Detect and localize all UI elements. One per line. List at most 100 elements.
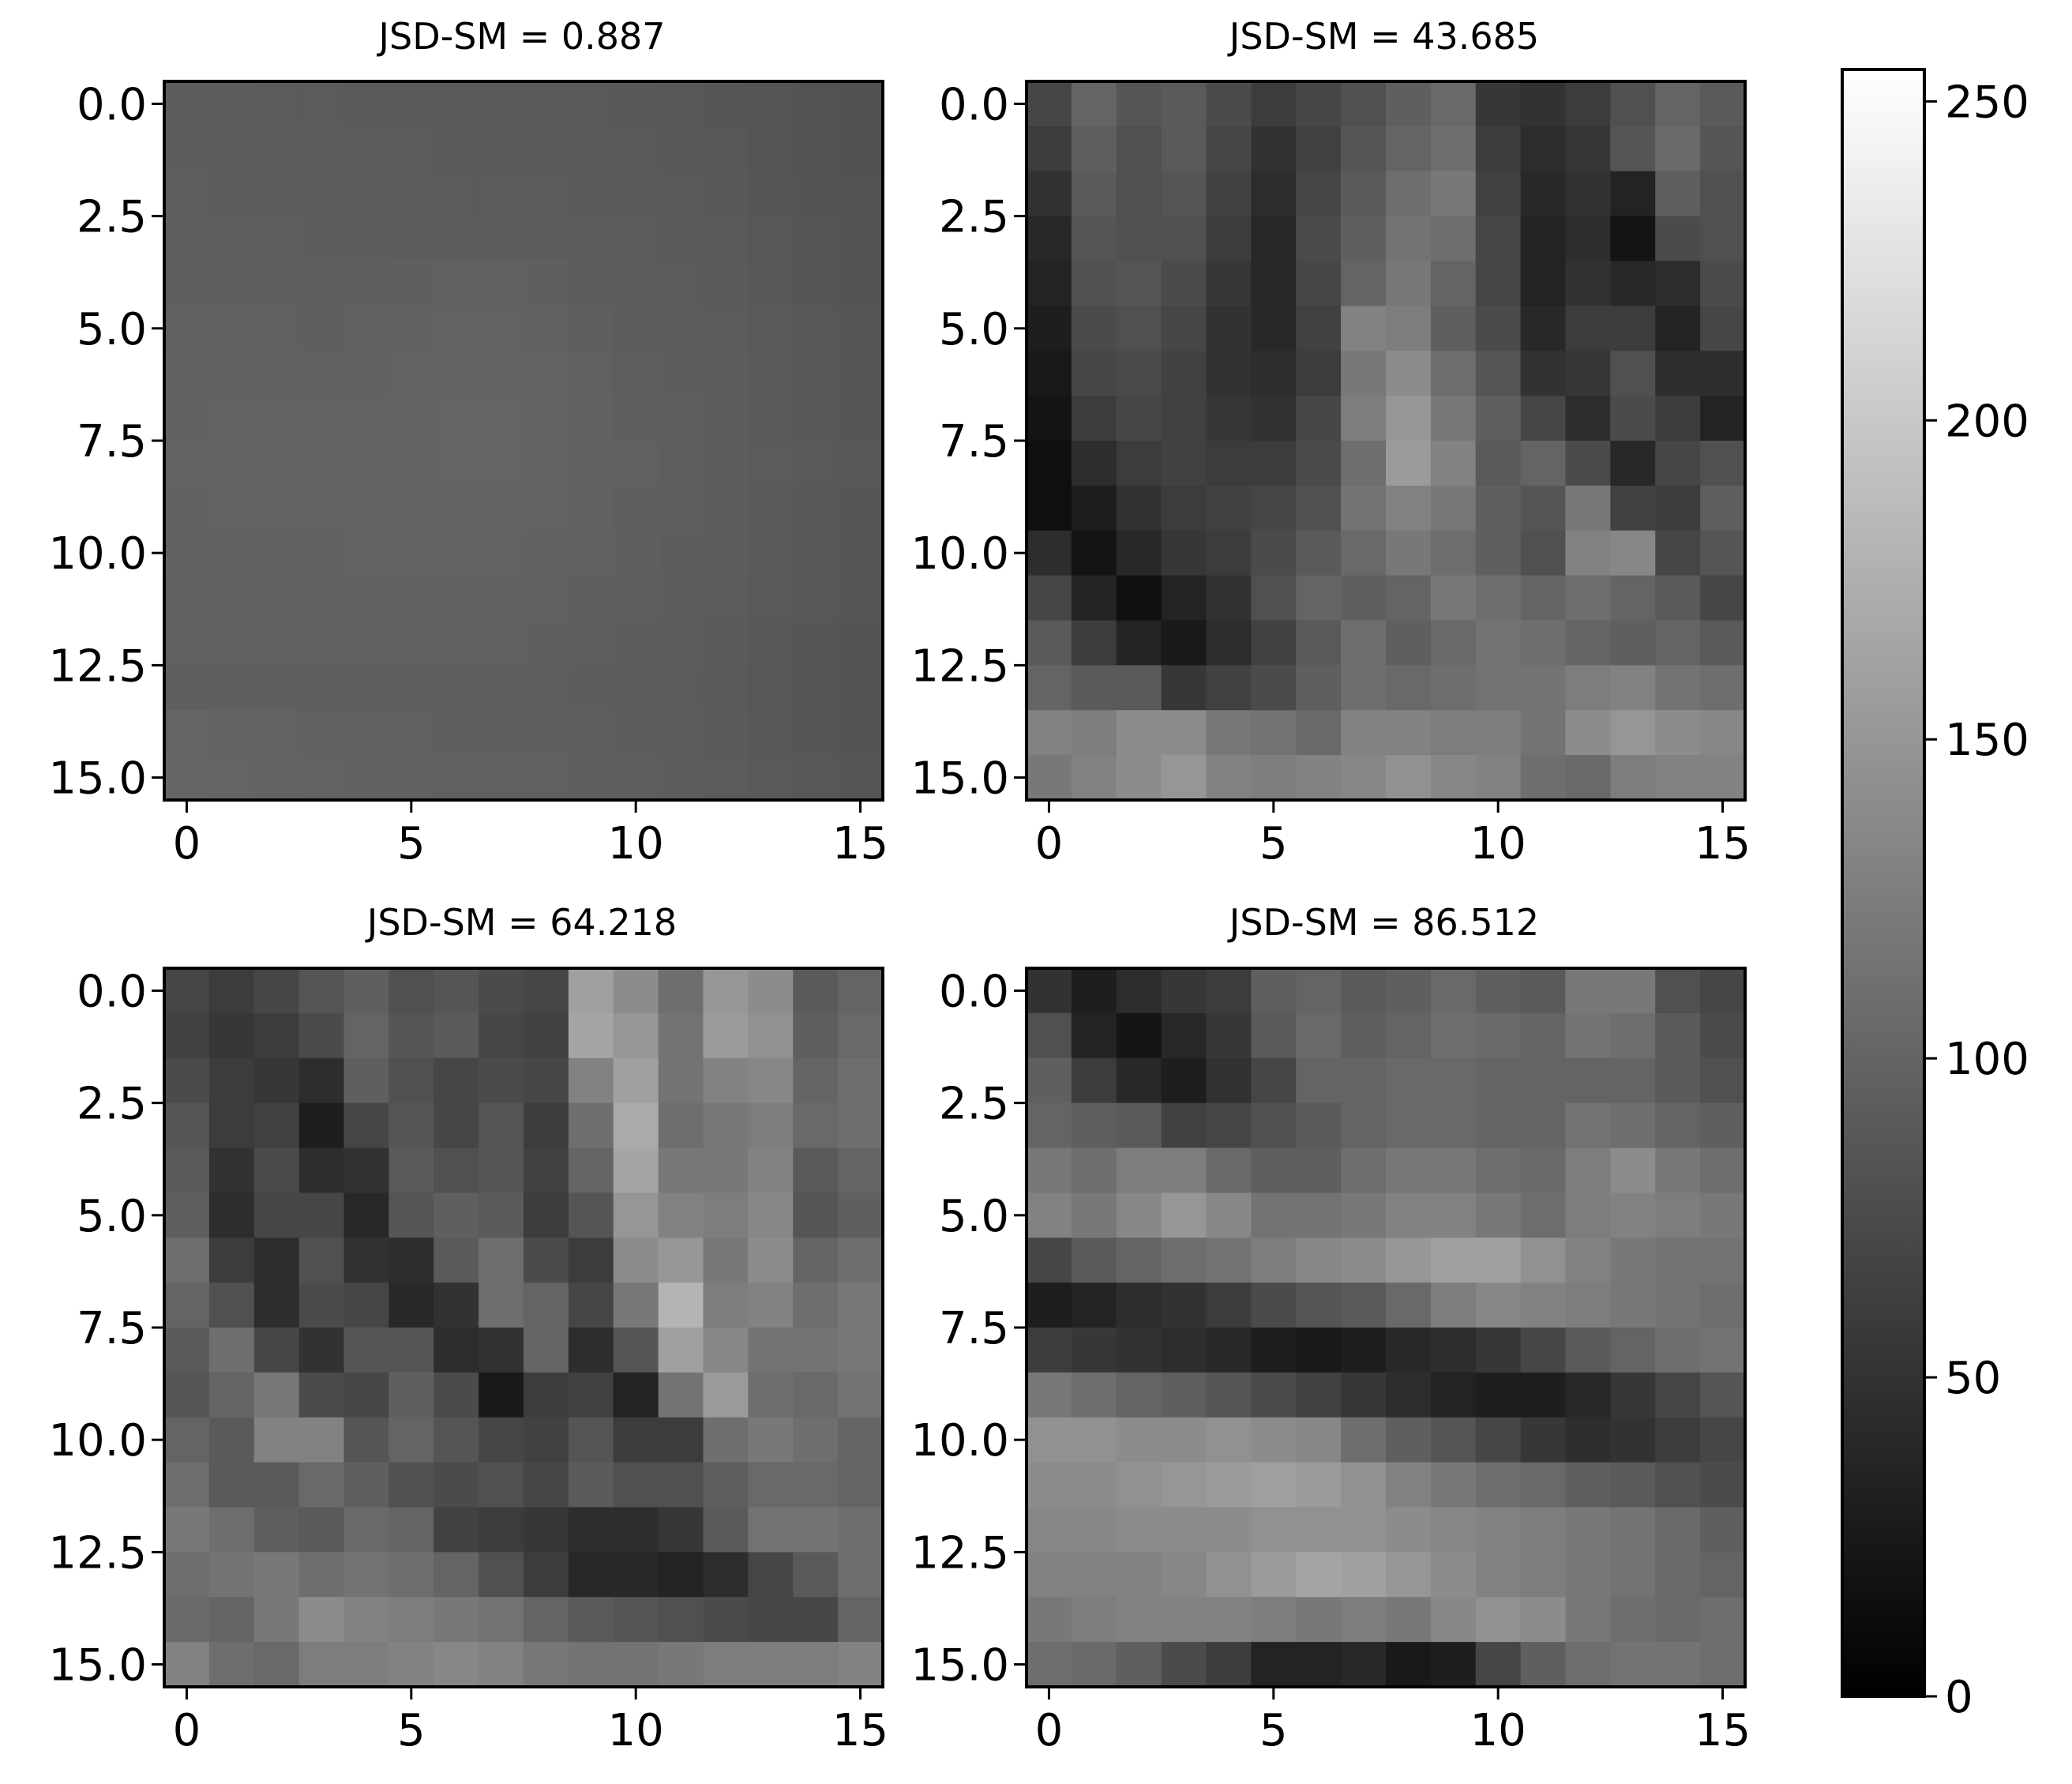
x-tick-label: 10 <box>1470 818 1526 869</box>
heatmap-cell <box>479 1102 524 1149</box>
heatmap-cell <box>253 1192 300 1238</box>
heatmap-cell <box>1027 81 1072 127</box>
heatmap-cell <box>748 485 794 531</box>
heatmap-cell <box>208 1057 255 1104</box>
heatmap-cell <box>1027 261 1072 306</box>
x-tick-label: 15 <box>832 818 888 869</box>
heatmap-cell <box>1386 171 1432 217</box>
heatmap-cell <box>1027 126 1072 172</box>
heatmap-cell <box>613 620 659 666</box>
heatmap-cell <box>1071 575 1117 622</box>
heatmap-cell <box>1161 126 1207 172</box>
heatmap-cell <box>658 1417 704 1463</box>
heatmap-cell <box>658 441 704 486</box>
x-tick-label: 10 <box>1470 1705 1526 1756</box>
heatmap-cell <box>253 1283 300 1328</box>
y-tick-label: 5.0 <box>77 304 147 355</box>
heatmap-cell <box>1655 171 1701 217</box>
heatmap-cell <box>434 485 479 531</box>
heatmap-cell <box>1565 306 1611 351</box>
heatmap-cell <box>613 968 659 1014</box>
heatmap-cell <box>703 1057 749 1104</box>
heatmap-cell <box>1251 1057 1297 1104</box>
heatmap-cell <box>793 171 839 217</box>
heatmap-cell <box>164 1328 210 1373</box>
heatmap-cell <box>613 1283 659 1328</box>
heatmap-cell <box>1430 968 1477 1014</box>
heatmap-cell <box>1161 1507 1207 1553</box>
heatmap-cell <box>1520 1238 1567 1283</box>
heatmap-cell <box>1520 306 1567 351</box>
heatmap-cell <box>1341 1642 1387 1688</box>
heatmap-cell <box>1027 1102 1072 1149</box>
heatmap-cell <box>524 575 569 622</box>
heatmap-cell <box>388 1642 434 1688</box>
heatmap-cell <box>524 530 569 577</box>
heatmap-cell <box>164 1417 210 1463</box>
heatmap-cell <box>1386 485 1432 531</box>
heatmap-cell <box>208 1328 255 1373</box>
heatmap-cell <box>1520 1507 1567 1553</box>
heatmap-cell <box>1520 968 1567 1014</box>
heatmap-cell <box>1116 1283 1162 1328</box>
heatmap-cell <box>208 1417 255 1463</box>
heatmap-cell <box>253 968 300 1014</box>
heatmap-cell <box>164 1462 210 1508</box>
heatmap-cell <box>1430 441 1477 486</box>
heatmap-cell <box>793 261 839 306</box>
heatmap-cell <box>1386 968 1432 1014</box>
heatmap-cell <box>1296 1597 1342 1643</box>
heatmap-cell <box>1430 1642 1477 1688</box>
heatmap-cell <box>298 755 345 801</box>
heatmap-cell <box>1386 441 1432 486</box>
heatmap-cell <box>1655 1642 1701 1688</box>
heatmap-cell <box>388 530 434 577</box>
heatmap-cell <box>1700 1057 1746 1104</box>
heatmap-cell <box>613 485 659 531</box>
heatmap-cell <box>1116 1507 1162 1553</box>
heatmap-cell <box>253 1552 300 1598</box>
heatmap-cell <box>343 485 389 531</box>
heatmap-cell <box>208 396 255 441</box>
heatmap-cell <box>208 261 255 306</box>
heatmap-cell <box>1565 665 1611 711</box>
heatmap-cell <box>1341 261 1387 306</box>
heatmap-panel-top-right: JSD-SM = 43.685 0 5 10 15 0.0 2.5 5.0 7.5 10.0 1… <box>910 15 1751 869</box>
heatmap-cell <box>1161 968 1207 1014</box>
heatmap-cell <box>568 1283 614 1328</box>
heatmap-cell <box>1475 1328 1522 1373</box>
heatmap-cell <box>1206 216 1252 262</box>
heatmap-cell <box>1206 1417 1252 1463</box>
heatmap-cell <box>1430 1238 1477 1283</box>
heatmap-cell <box>479 1328 524 1373</box>
heatmap-cell <box>1206 1283 1252 1328</box>
heatmap-cell <box>1520 620 1567 666</box>
heatmap-cell <box>1116 575 1162 622</box>
heatmap-cell <box>1655 1597 1701 1643</box>
heatmap-cell <box>1386 261 1432 306</box>
heatmap-cell <box>1475 575 1522 622</box>
heatmap-cell <box>1610 530 1656 577</box>
heatmap-cell <box>1251 1328 1297 1373</box>
heatmap-cell <box>1161 1192 1207 1238</box>
heatmap-cell <box>1071 1192 1117 1238</box>
heatmap-cell <box>208 1462 255 1508</box>
heatmap-cell <box>1296 1462 1342 1508</box>
heatmap-cell <box>1430 620 1477 666</box>
heatmap-cell <box>208 530 255 577</box>
heatmap-cell <box>703 620 749 666</box>
heatmap-cell <box>1027 1417 1072 1463</box>
heatmap-cell <box>479 755 524 801</box>
heatmap-cell <box>1071 1328 1117 1373</box>
heatmap-cell <box>1430 485 1477 531</box>
heatmap-cell <box>1071 1507 1117 1553</box>
heatmap-cell <box>298 1328 345 1373</box>
heatmap-cell <box>1341 665 1387 711</box>
heatmap-cell <box>658 1552 704 1598</box>
y-tick-label: 7.5 <box>77 416 147 468</box>
heatmap-cell <box>1610 1552 1656 1598</box>
heatmap-cell <box>208 665 255 711</box>
heatmap-cell <box>1116 126 1162 172</box>
heatmap-cell <box>703 755 749 801</box>
heatmap-cell <box>434 81 479 127</box>
